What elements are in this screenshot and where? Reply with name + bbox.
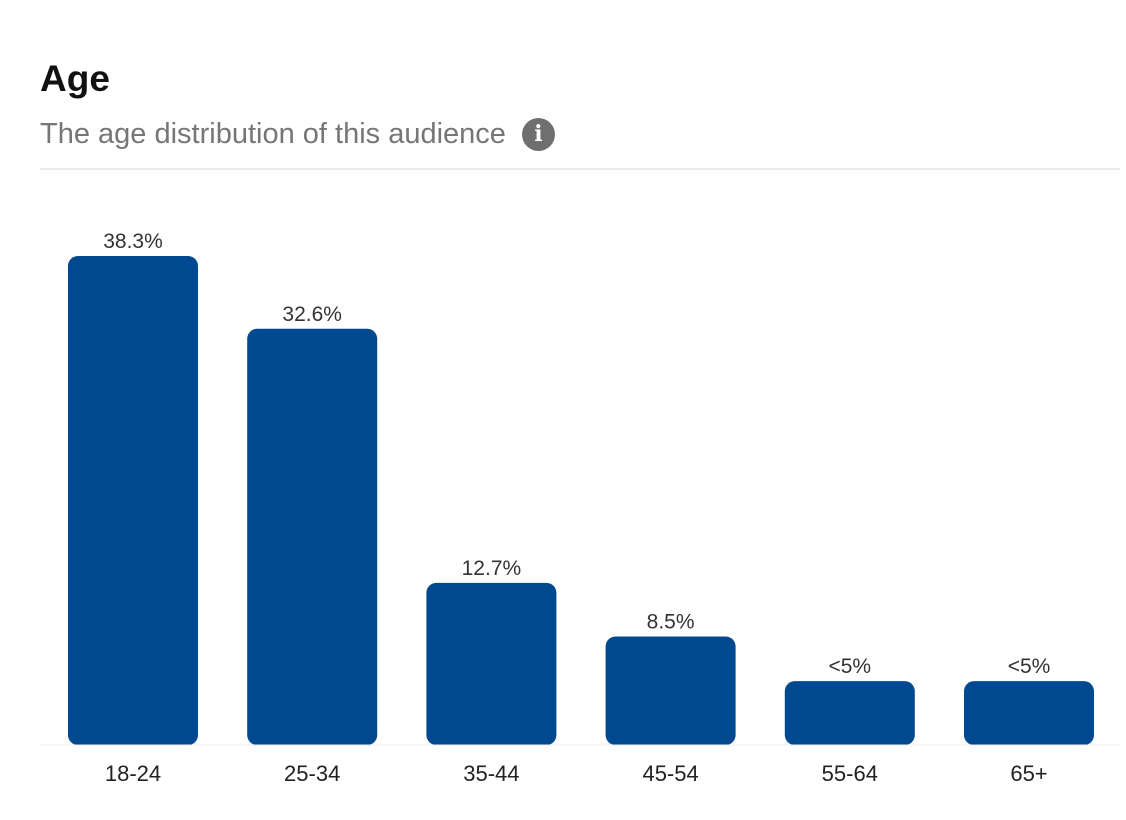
bar-18-24[interactable] [68,256,198,745]
category-labels-group: 18-24 25-34 35-44 45-54 55-64 65+ [105,761,1048,786]
header-divider [40,168,1120,170]
value-label-45-54: 8.5% [647,610,695,633]
value-labels-group: 38.3% 32.6% 12.7% 8.5% <5% <5% [103,230,1050,678]
value-label-65+: <5% [1008,655,1051,678]
category-label-18-24: 18-24 [105,761,161,786]
bars-group [68,256,1094,745]
bar-25-34[interactable] [247,328,378,745]
value-label-18-24: 38.3% [103,230,163,253]
bar-35-44[interactable] [426,582,557,745]
category-label-45-54: 45-54 [642,761,698,786]
bar-45-54[interactable] [605,636,736,745]
chart-title: Age [40,58,110,99]
category-label-65+: 65+ [1010,761,1047,786]
chart-subtitle: The age distribution of this audience [40,118,506,150]
subtitle-row: The age distribution of this audience i [40,114,555,154]
value-label-35-44: 12.7% [462,557,522,580]
bar-65+[interactable] [964,681,1094,745]
category-label-55-64: 55-64 [822,761,878,786]
category-label-35-44: 35-44 [463,761,519,786]
category-label-25-34: 25-34 [284,761,340,786]
info-icon[interactable]: i [521,117,555,151]
bar-55-64[interactable] [784,681,915,745]
value-label-25-34: 32.6% [282,303,342,326]
value-label-55-64: <5% [828,655,871,678]
